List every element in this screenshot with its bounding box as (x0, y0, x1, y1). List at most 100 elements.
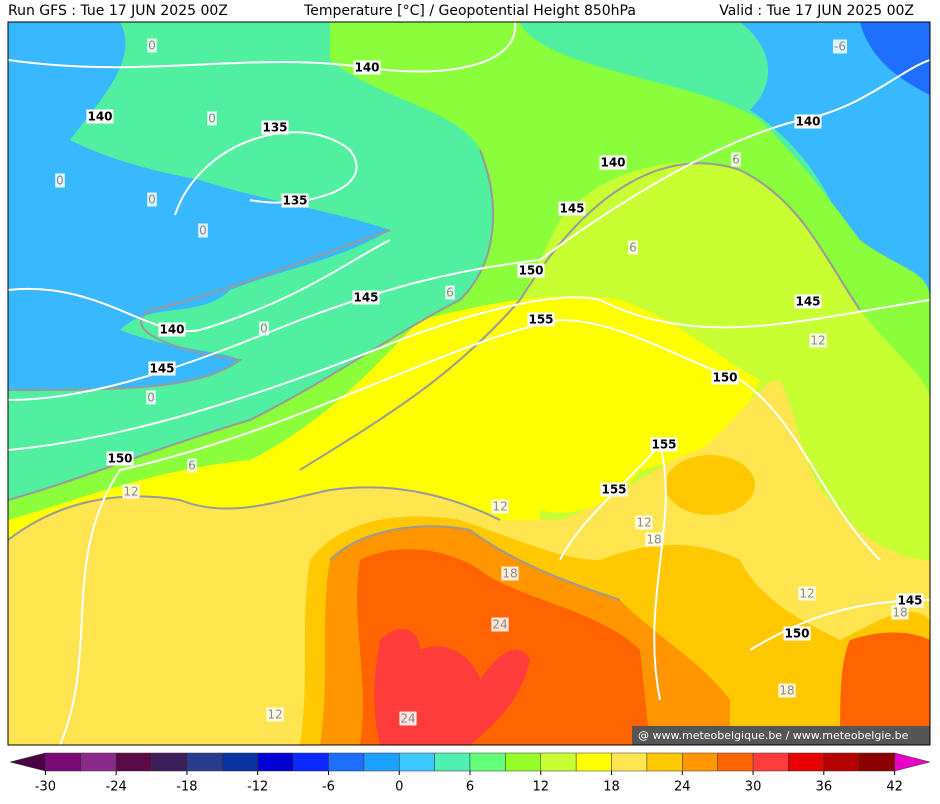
field (740, 22, 930, 300)
colorbar-swatch (894, 752, 931, 772)
height-label-bg (650, 437, 678, 452)
field (8, 22, 390, 390)
height-label: 140 (795, 115, 820, 129)
colorbar-swatch (752, 752, 789, 772)
colorbar-tick-label: 24 (674, 780, 691, 795)
height-label: 145 (897, 594, 922, 608)
temperature-label: 0 (147, 391, 155, 405)
height-label: 155 (528, 313, 553, 327)
temperature-label: 0 (148, 193, 156, 207)
temperature-label-bg (146, 390, 156, 405)
temperature-label: 12 (492, 500, 507, 514)
temperature-label: 12 (267, 708, 282, 722)
height-label-bg (599, 155, 627, 170)
temperature-label: 0 (260, 322, 268, 336)
colorbar-tick-label: -24 (106, 780, 127, 795)
temperature-label: 18 (646, 533, 661, 547)
height-label-bg (558, 201, 586, 216)
height-label-bg (527, 312, 555, 327)
temperature-label: 18 (892, 606, 907, 620)
height-label: 150 (784, 627, 809, 641)
colorbar-tick-label: -12 (247, 780, 268, 795)
temperature-label: -6 (834, 40, 846, 54)
temperature-label-bg (207, 111, 217, 126)
colorbar-tick-label: 0 (395, 780, 403, 795)
colorbar-swatch (646, 752, 683, 772)
temperature-label-bg (147, 192, 157, 207)
temperature-label: 0 (56, 174, 64, 188)
colorbar-swatch (45, 752, 82, 772)
colorbar-swatch (80, 752, 117, 772)
height-isolines (8, 22, 930, 745)
colorbar-swatch (611, 752, 648, 772)
colorbar-tick-label: 30 (745, 780, 762, 795)
colorbar-swatch (363, 752, 400, 772)
valid-label: Valid : Tue 17 JUN 2025 00Z (719, 3, 914, 19)
height-label: 140 (159, 323, 184, 337)
colorbar-swatch (858, 752, 895, 772)
temperature-label: 18 (502, 567, 517, 581)
temperature-label-bg (809, 333, 827, 348)
temperature-label: 12 (636, 516, 651, 530)
temperature-label-bg (778, 683, 796, 698)
temperature-label-bg (55, 173, 65, 188)
height-label: 140 (600, 156, 625, 170)
height-label-bg (517, 263, 545, 278)
colorbar-tick-label: 12 (532, 780, 549, 795)
colorbar-swatch (434, 752, 471, 772)
height-label-bg (106, 451, 134, 466)
temperature-label: 6 (446, 286, 454, 300)
height-label-bg (711, 370, 739, 385)
temperature-label-bg (628, 240, 638, 255)
colorbar-swatch (575, 752, 612, 772)
height-label: 145 (795, 295, 820, 309)
field (860, 22, 930, 95)
colorbar-tick-label: -6 (322, 780, 335, 795)
colorbar-swatch (717, 752, 754, 772)
temperature-label: 12 (123, 485, 138, 499)
temperature-label-bg (187, 458, 197, 473)
map: @ www.meteobelgique.be / www.meteobelgie… (8, 22, 930, 745)
temperature-label: 6 (732, 153, 740, 167)
temperature-label-bg (122, 484, 140, 499)
map-title: Temperature [°C] / Geopotential Height 8… (303, 3, 636, 19)
colorbar-swatch (9, 752, 46, 772)
temperature-label: 24 (492, 618, 507, 632)
colorbar-tick-label: 36 (816, 780, 833, 795)
temperature-label-bg (501, 566, 519, 581)
height-label: 140 (87, 110, 112, 124)
temperature-label-bg (198, 223, 208, 238)
height-label: 145 (353, 291, 378, 305)
colorbar-swatch (788, 752, 825, 772)
colorbar-swatch (115, 752, 152, 772)
temperature-label-bg (445, 285, 455, 300)
temperature-label: 0 (199, 224, 207, 238)
height-label: 145 (149, 362, 174, 376)
height-label-bg (794, 294, 822, 309)
height-label: 155 (601, 483, 626, 497)
height-label: 135 (282, 194, 307, 208)
height-label-bg (783, 626, 811, 641)
colorbar-swatch (505, 752, 542, 772)
colorbar-tick-label: -30 (35, 780, 56, 795)
temperature-label-bg (833, 39, 847, 54)
height-label: 135 (262, 121, 287, 135)
contour-labels: 140 140 135 135 140 145 150 145 140 145 155 150 140 1… (55, 38, 924, 726)
height-label-bg (896, 593, 924, 608)
field (840, 632, 930, 745)
temperature-label-bg (491, 499, 509, 514)
height-label-bg (353, 60, 381, 75)
temperature-label-bg (731, 152, 741, 167)
temperature-label: 18 (779, 684, 794, 698)
colorbar-tick-label: 18 (603, 780, 620, 795)
height-label-bg (352, 290, 380, 305)
colorbar-swatch (682, 752, 718, 772)
temperature-label-bg (399, 711, 417, 726)
temperature-label-bg (266, 707, 284, 722)
temperature-label-bg (147, 38, 157, 53)
colorbar-swatch (151, 752, 188, 772)
colorbar-swatch (292, 752, 329, 772)
temperature-label: 12 (799, 587, 814, 601)
height-label-bg (148, 361, 176, 376)
height-label-bg (281, 193, 309, 208)
